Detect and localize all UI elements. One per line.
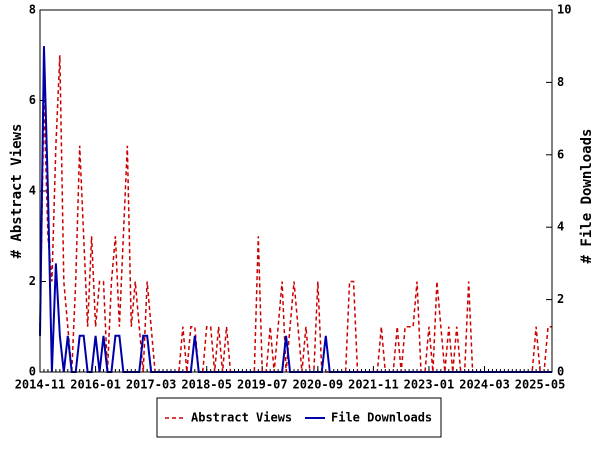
x-tick-label: 2017-03 xyxy=(126,378,177,392)
x-tick-label: 2018-05 xyxy=(181,378,232,392)
y-tick-label: 6 xyxy=(29,93,36,107)
y2-tick-label: 6 xyxy=(557,147,564,161)
y-axis-label: # Abstract Views xyxy=(9,124,25,259)
plot-frame xyxy=(39,9,553,373)
x-tick-label: 2023-01 xyxy=(404,378,455,392)
y-tick-label: 2 xyxy=(29,274,36,288)
x-tick-label: 2019-07 xyxy=(237,378,288,392)
y2-axis-label: # File Downloads xyxy=(579,129,595,264)
legend-label: Abstract Views xyxy=(191,411,292,425)
y2-tick-label: 4 xyxy=(557,220,564,234)
legend-box xyxy=(156,397,442,438)
y-tick-label: 4 xyxy=(29,184,36,198)
x-tick-label: 2020-09 xyxy=(293,378,344,392)
y2-tick-label: 0 xyxy=(557,365,564,379)
x-tick-label: 2025-05 xyxy=(515,378,566,392)
x-tick-label: 2014-11 xyxy=(15,378,66,392)
y-tick-label: 8 xyxy=(29,3,36,17)
x-tick-label: 2016-01 xyxy=(70,378,121,392)
x-tick-label: 2024-03 xyxy=(459,378,510,392)
legend-label: File Downloads xyxy=(331,411,432,425)
y-tick-label: 0 xyxy=(29,365,36,379)
x-tick-label: 2021-11 xyxy=(348,378,399,392)
y2-tick-label: 2 xyxy=(557,292,564,306)
y2-tick-label: 8 xyxy=(557,75,564,89)
y2-tick-label: 10 xyxy=(557,3,571,17)
series-line xyxy=(39,55,552,373)
